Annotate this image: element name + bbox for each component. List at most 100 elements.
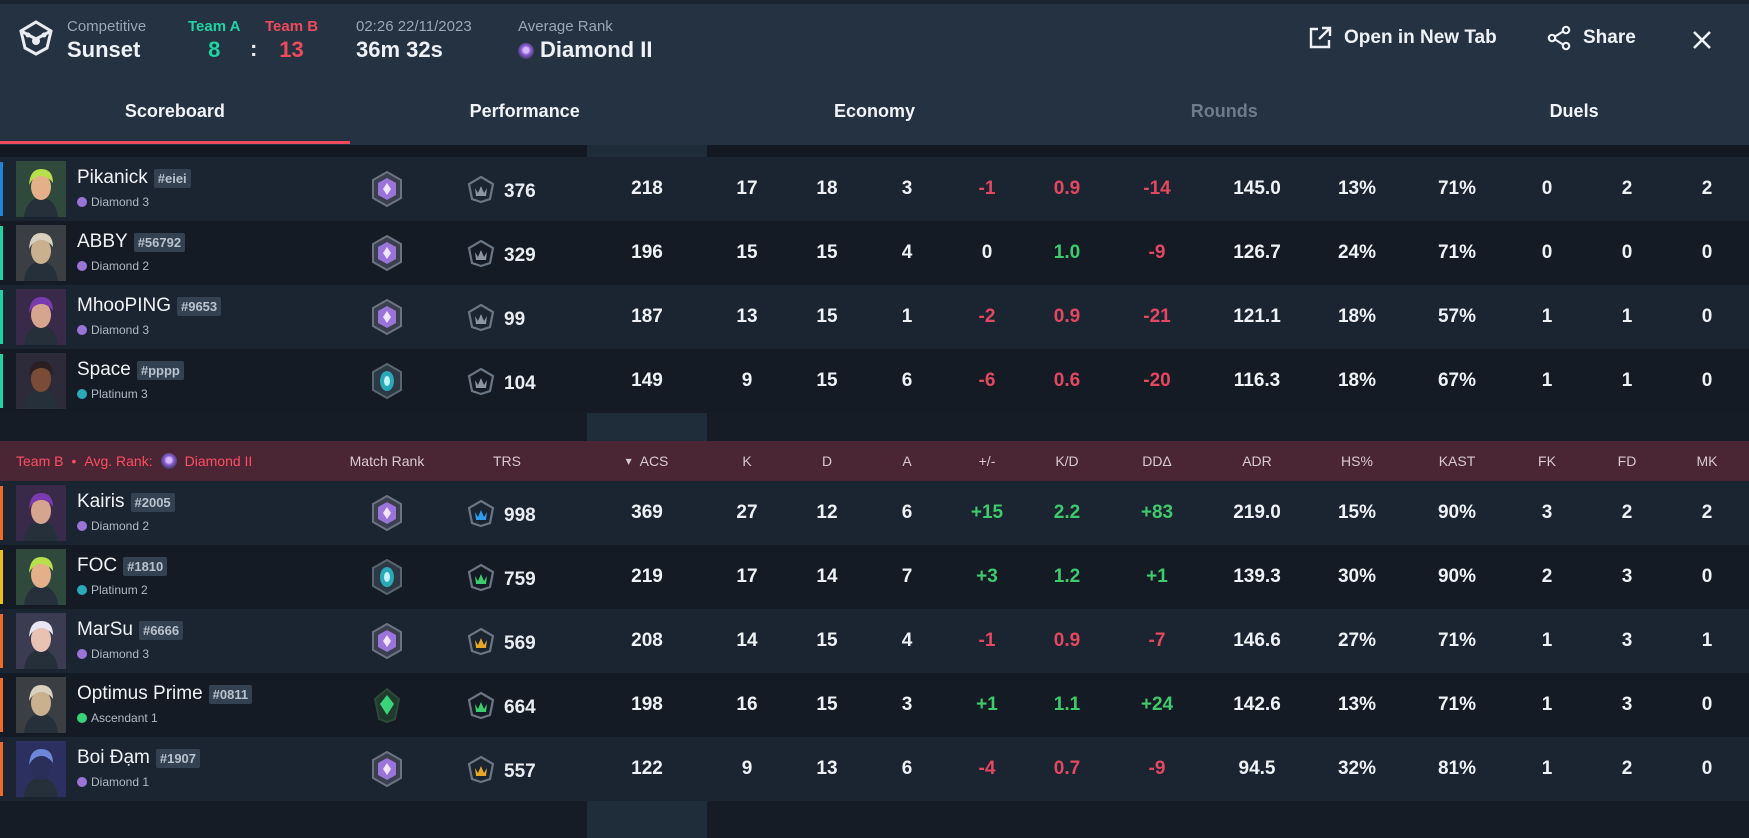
player-row[interactable]: MhooPING #9653 Diamond 3 99 187 13 15 1 -2 0.… <box>0 285 1749 349</box>
stat-pm: +15 <box>970 502 1004 523</box>
stat-kd: 0.7 <box>1053 758 1081 779</box>
column-header-hs[interactable]: HS% <box>1307 441 1407 481</box>
stat-hs: 15% <box>1337 502 1377 523</box>
column-header-mk[interactable]: MK <box>1667 441 1747 481</box>
player-rank-label: Diamond 1 <box>91 775 150 789</box>
stat-acs: 187 <box>631 306 663 327</box>
team-color-stripe <box>0 226 3 280</box>
agent-avatar <box>16 353 66 409</box>
stat-acs: 122 <box>631 758 663 779</box>
player-name[interactable]: Pikanick <box>77 167 148 188</box>
column-header-kast[interactable]: KAST <box>1407 441 1507 481</box>
team-b-score: 13 <box>279 37 304 62</box>
tab-duels[interactable]: Duels <box>1399 78 1749 144</box>
close-icon[interactable] <box>1690 28 1714 52</box>
stat-dd: -9 <box>1148 242 1166 263</box>
stat-kast: 71% <box>1437 178 1477 199</box>
stat-hs: 13% <box>1337 694 1377 715</box>
column-header-fk[interactable]: FK <box>1507 441 1587 481</box>
player-name[interactable]: Boi Đạm <box>77 747 150 768</box>
player-name[interactable]: Space <box>77 359 131 380</box>
team-color-stripe <box>0 486 3 540</box>
rank-dot-icon <box>77 261 87 271</box>
stat-d: 15 <box>816 242 838 263</box>
stat-a: 1 <box>901 306 913 327</box>
stat-a: 3 <box>901 694 913 715</box>
player-rank-label: Ascendant 1 <box>91 711 158 725</box>
player-row[interactable]: ABBY #56792 Diamond 2 329 196 15 15 4 0 1.0 -9… <box>0 221 1749 285</box>
stat-acs: 219 <box>631 566 663 587</box>
tab-rounds[interactable]: Rounds <box>1049 78 1399 144</box>
player-row[interactable]: FOC #1810 Platinum 2 759 219 17 14 7 +3 1.2 +1… <box>0 545 1749 609</box>
datetime-block: 02:26 22/11/2023 36m 32s <box>356 18 472 64</box>
player-row[interactable]: Pikanick #eiei Diamond 3 376 218 17 18 3 -1 0… <box>0 157 1749 221</box>
stat-hs: 30% <box>1337 566 1377 587</box>
trs-cell: 998 <box>466 498 536 534</box>
stat-d: 15 <box>816 630 838 651</box>
stat-kd: 0.9 <box>1053 306 1081 327</box>
stat-fd: 3 <box>1621 694 1633 715</box>
player-row[interactable]: Boi Đạm #1907 Diamond 1 557 122 9 13 6 -4 0.7… <box>0 737 1749 801</box>
column-header-acs[interactable]: ▾ ACS <box>587 441 707 481</box>
player-row[interactable]: Kairis #2005 Diamond 2 998 369 27 12 6 +15 2.… <box>0 481 1749 545</box>
rank-dot-icon <box>77 713 87 723</box>
team-color-stripe <box>0 354 3 408</box>
tab-scoreboard[interactable]: Scoreboard <box>0 78 350 144</box>
score-separator: : <box>250 36 258 61</box>
player-name[interactable]: MarSu <box>77 619 133 640</box>
tab-economy[interactable]: Economy <box>700 78 1050 144</box>
column-header-label: MK <box>1696 453 1718 469</box>
trs-cell: 104 <box>466 366 536 402</box>
column-header-trs[interactable]: TRS <box>447 441 567 481</box>
player-name[interactable]: MhooPING <box>77 295 171 316</box>
stat-kast: 67% <box>1437 370 1477 391</box>
stat-k: 14 <box>736 630 758 651</box>
open-new-tab-button[interactable]: Open in New Tab <box>1306 24 1497 52</box>
column-header-label: A <box>902 453 912 469</box>
stat-pm: +3 <box>976 566 998 587</box>
column-header-[interactable]: +/- <box>947 441 1027 481</box>
player-rank-label: Diamond 2 <box>91 519 150 533</box>
stat-hs: 24% <box>1337 242 1377 263</box>
stat-adr: 126.7 <box>1233 242 1281 263</box>
column-header-label: ACS <box>639 453 669 469</box>
stat-kd: 0.6 <box>1053 370 1081 391</box>
column-header-label: +/- <box>978 453 996 469</box>
player-name[interactable]: ABBY <box>77 231 128 252</box>
tab-label: Performance <box>469 100 580 121</box>
player-tag: #1907 <box>155 748 201 768</box>
player-name[interactable]: Kairis <box>77 491 125 512</box>
column-header-k-d[interactable]: K/D <box>1027 441 1107 481</box>
player-name-group: Kairis #2005 <box>77 491 175 513</box>
column-header-adr[interactable]: ADR <box>1207 441 1307 481</box>
player-name[interactable]: Optimus Prime <box>77 683 203 704</box>
column-header-match-rank[interactable]: Match Rank <box>327 441 447 481</box>
match-rank-icon <box>368 298 406 336</box>
stat-mk: 0 <box>1701 370 1713 391</box>
stat-mk: 2 <box>1701 502 1713 523</box>
column-header-dd[interactable]: DDΔ <box>1107 441 1207 481</box>
stat-mk: 0 <box>1701 694 1713 715</box>
stat-a: 6 <box>901 502 913 523</box>
team-color-stripe <box>0 742 3 796</box>
share-button[interactable]: Share <box>1545 24 1636 52</box>
agent-avatar <box>16 741 66 797</box>
stat-d: 13 <box>816 758 838 779</box>
player-rank-label: Diamond 3 <box>91 195 150 209</box>
column-header-fd[interactable]: FD <box>1587 441 1667 481</box>
stat-hs: 13% <box>1337 178 1377 199</box>
stat-adr: 121.1 <box>1233 306 1281 327</box>
stat-kast: 71% <box>1437 630 1477 651</box>
column-header-a[interactable]: A <box>867 441 947 481</box>
stat-kd: 0.9 <box>1053 630 1081 651</box>
tab-performance[interactable]: Performance <box>350 78 700 144</box>
column-header-k[interactable]: K <box>707 441 787 481</box>
stat-k: 17 <box>736 566 758 587</box>
player-row[interactable]: MarSu #6666 Diamond 3 569 208 14 15 4 -1 0.9 -… <box>0 609 1749 673</box>
player-row[interactable]: Space #pppp Platinum 3 104 149 9 15 6 -6 0.6 -… <box>0 349 1749 413</box>
player-name[interactable]: FOC <box>77 555 118 576</box>
player-row[interactable]: Optimus Prime #0811 Ascendant 1 664 198 1… <box>0 673 1749 737</box>
player-name-group: FOC #1810 <box>77 555 168 577</box>
column-header-d[interactable]: D <box>787 441 867 481</box>
